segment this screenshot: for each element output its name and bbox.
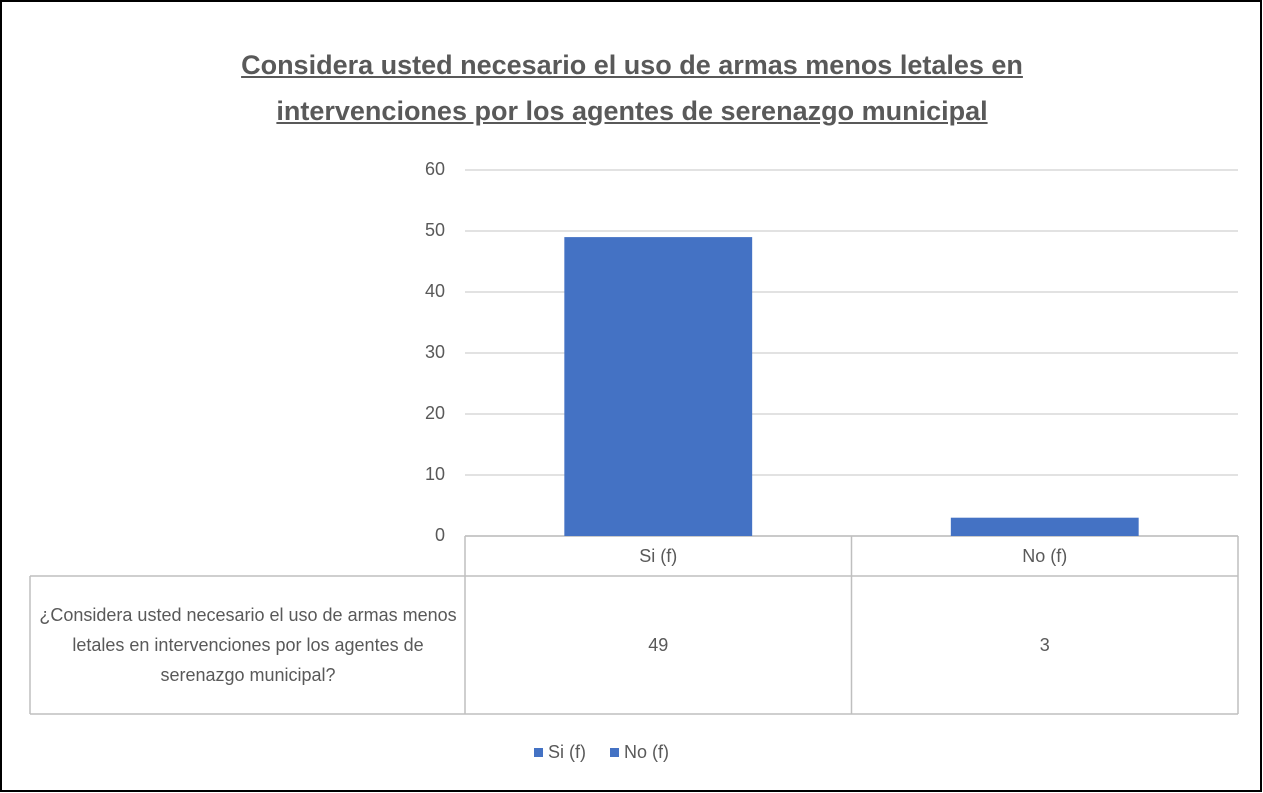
y-tick-label: 10 [425,464,445,484]
y-tick-label: 40 [425,281,445,301]
x-tick-label: No (f) [1022,546,1067,566]
bar [564,237,753,536]
y-tick-label: 20 [425,403,445,423]
legend-swatch [610,748,619,757]
legend-label: Si (f) [548,742,586,762]
legend-label: No (f) [624,742,669,762]
y-tick-label: 30 [425,342,445,362]
y-tick-label: 0 [435,525,445,545]
x-tick-label: Si (f) [639,546,677,566]
table-value: 3 [1040,635,1050,655]
y-tick-label: 50 [425,220,445,240]
table-row-label: ¿Considera usted necesario el uso de arm… [39,605,457,685]
legend-swatch [534,748,543,757]
y-tick-label: 60 [425,159,445,179]
table-value: 49 [648,635,668,655]
chart-title: Considera usted necesario el uso de arma… [241,50,1023,126]
bar [950,517,1139,536]
